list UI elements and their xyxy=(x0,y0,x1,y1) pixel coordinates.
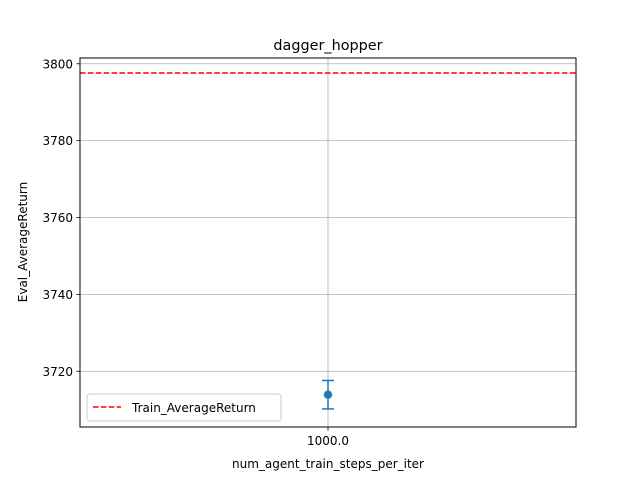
x-axis-label: num_agent_train_steps_per_iter xyxy=(232,457,424,471)
y-axis-ticks: 3720 3740 3760 3780 3800 xyxy=(42,57,80,379)
x-axis-ticks: 1000.0 xyxy=(307,427,349,448)
y-tick-label: 3760 xyxy=(42,211,73,225)
y-tick-label: 3780 xyxy=(42,134,73,148)
legend: Train_AverageReturn xyxy=(86,393,282,422)
y-tick-label: 3800 xyxy=(42,57,73,71)
plot-frame xyxy=(79,57,577,428)
chart-title: dagger_hopper xyxy=(273,38,382,54)
y-axis-label: Eval_AverageReturn xyxy=(16,182,30,302)
y-tick-label: 3740 xyxy=(42,288,73,302)
legend-box xyxy=(86,393,282,422)
x-tick-label: 1000.0 xyxy=(307,434,349,448)
plot-marks xyxy=(80,72,576,410)
y-tick-label: 3720 xyxy=(42,365,73,379)
legend-entry-train-averagereturn: Train_AverageReturn xyxy=(131,401,256,415)
data-point xyxy=(323,390,333,399)
